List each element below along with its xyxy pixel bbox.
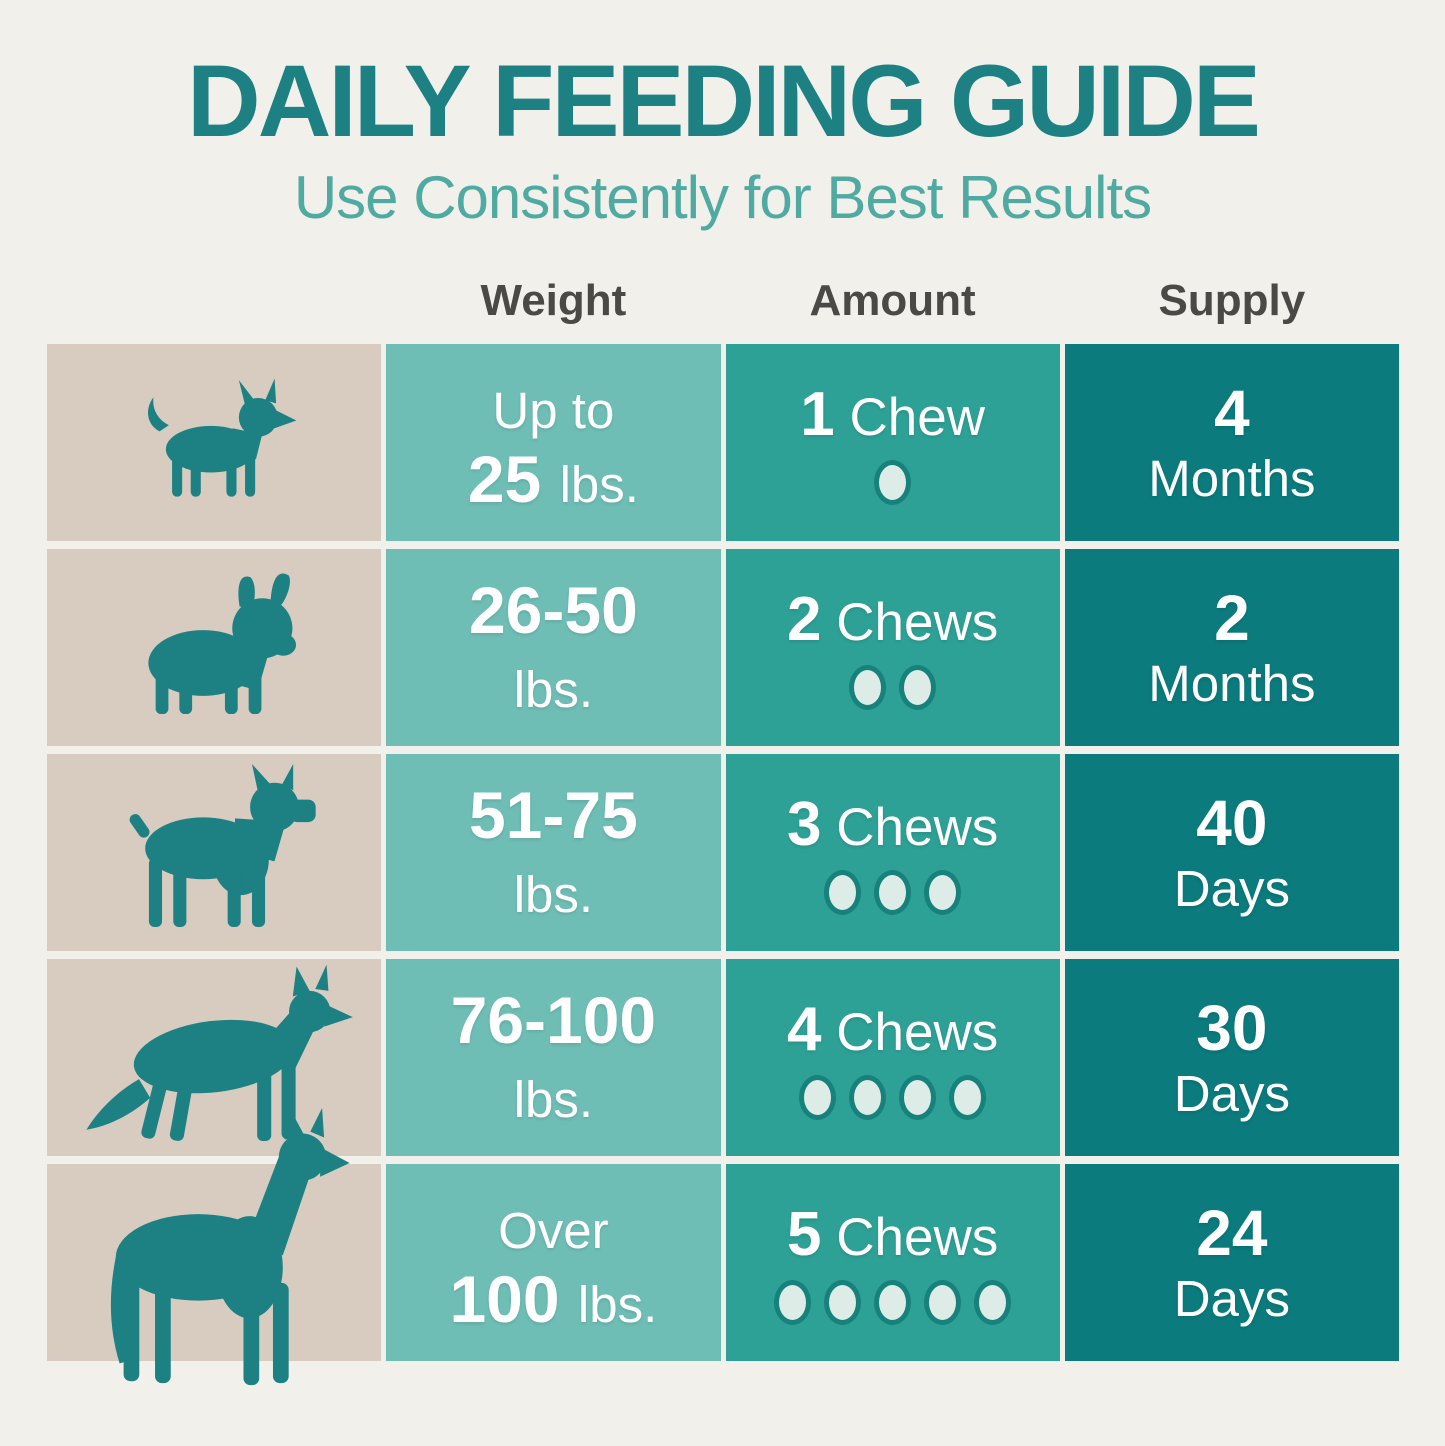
weight-cell-row-5: Over 100 lbs.: [386, 1164, 721, 1362]
chew-dots: [874, 459, 912, 505]
chihuahua-icon: [148, 378, 297, 497]
chew-dot: [899, 664, 937, 710]
weight-line-1: 76-100: [450, 982, 657, 1057]
chew-dot: [924, 1279, 962, 1325]
amount-cell-row-4: 4 Chews: [725, 959, 1060, 1157]
dog-cell-row-4: [47, 959, 382, 1157]
weight-line-1: Up to: [492, 381, 615, 439]
dog-cell-row-5: [47, 1108, 382, 1386]
german-shepherd-icon: [86, 964, 353, 1142]
chew-dot: [974, 1279, 1012, 1325]
supply-cell-row-5: 24 Days: [1064, 1164, 1399, 1362]
feeding-table: Weight Amount Supply: [47, 266, 1399, 1386]
supply-value: 4: [1214, 377, 1250, 450]
weight-line-1: 26-50: [468, 572, 638, 647]
supply-cell-row-3: 40 Days: [1064, 754, 1399, 952]
amount-label: 5 Chews: [787, 1200, 999, 1270]
chew-dots: [774, 1279, 1012, 1325]
supply-cell-row-4: 30 Days: [1064, 959, 1399, 1157]
supply-cell-row-2: 2 Months: [1064, 549, 1399, 747]
dog-cell-row-2: [47, 549, 382, 747]
weight-cell-row-2: 26-50 lbs.: [386, 549, 721, 747]
supply-value: 24: [1196, 1197, 1268, 1270]
supply-unit: Months: [1148, 654, 1316, 712]
supply-unit: Days: [1173, 1269, 1290, 1327]
weight-line-2: 100 lbs.: [449, 1261, 658, 1336]
weight-cell-row-3: 51-75 lbs.: [386, 754, 721, 952]
chew-dot: [924, 869, 962, 915]
amount-label: 2 Chews: [787, 585, 999, 655]
amount-label: 4 Chews: [787, 995, 999, 1065]
weight-line-1: Over: [498, 1201, 609, 1259]
amount-label: 3 Chews: [787, 790, 999, 860]
chew-dot: [949, 1074, 987, 1120]
chew-dot: [824, 1279, 862, 1325]
chew-dot: [899, 1074, 937, 1120]
amount-cell-row-2: 2 Chews: [725, 549, 1060, 747]
supply-cell-row-1: 4 Months: [1064, 344, 1399, 542]
chew-dots: [799, 1074, 987, 1120]
supply-unit: Months: [1148, 449, 1316, 507]
chew-dot: [849, 664, 887, 710]
chew-dot: [874, 1279, 912, 1325]
amount-cell-row-5: 5 Chews: [725, 1164, 1060, 1362]
weight-line-2: lbs.: [513, 865, 594, 923]
supply-value: 40: [1196, 787, 1268, 860]
dog-cell-row-3: [47, 754, 382, 952]
weight-line-2: lbs.: [513, 1070, 594, 1128]
weight-line-1: 51-75: [468, 777, 638, 852]
chew-dot: [874, 459, 912, 505]
boxer-icon: [129, 763, 316, 927]
amount-cell-row-1: 1 Chew: [725, 344, 1060, 542]
amount-cell-row-3: 3 Chews: [725, 754, 1060, 952]
great-dane-icon: [110, 1108, 350, 1386]
column-header-blank: [47, 266, 381, 336]
page-subtitle: Use Consistently for Best Results: [293, 164, 1152, 232]
supply-unit: Days: [1173, 859, 1290, 917]
page-title: DAILY FEEDING GUIDE: [187, 44, 1261, 158]
chew-dot: [824, 869, 862, 915]
column-header-weight: Weight: [480, 276, 627, 326]
amount-label: 1 Chew: [800, 380, 985, 450]
weight-cell-row-1: Up to 25 lbs.: [386, 344, 721, 542]
chew-dot: [799, 1074, 837, 1120]
french-bulldog-icon: [148, 573, 297, 715]
weight-line-2: lbs.: [513, 660, 594, 718]
supply-value: 30: [1196, 992, 1268, 1065]
chew-dot: [874, 869, 912, 915]
weight-line-2: 25 lbs.: [467, 441, 639, 516]
column-header-supply: Supply: [1158, 276, 1306, 326]
chew-dot: [774, 1279, 812, 1325]
weight-cell-row-4: 76-100 lbs.: [386, 959, 721, 1157]
supply-unit: Days: [1173, 1064, 1290, 1122]
chew-dots: [824, 869, 962, 915]
chew-dot: [849, 1074, 887, 1120]
supply-value: 2: [1214, 582, 1250, 655]
chew-dots: [849, 664, 937, 710]
column-header-amount: Amount: [809, 276, 976, 326]
dog-cell-row-1: [47, 344, 382, 542]
